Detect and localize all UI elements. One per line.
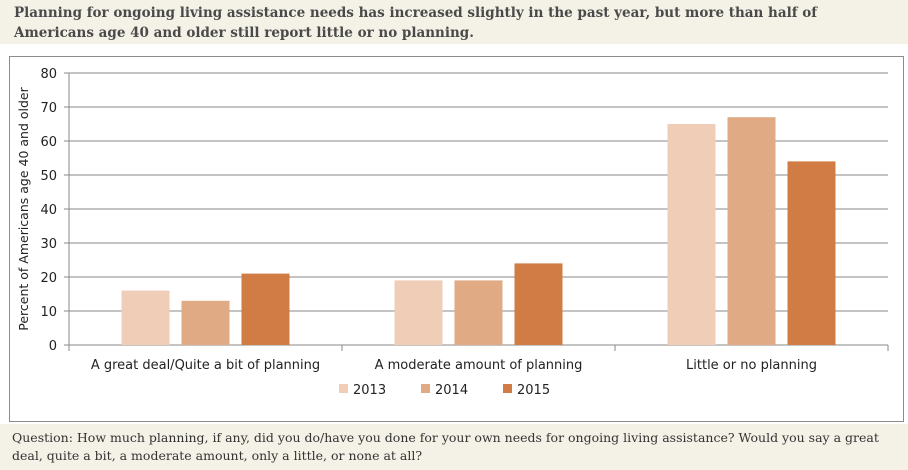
legend-label: 2014 [435,383,468,398]
legend-label: 2015 [517,383,550,398]
bar-2015 [514,263,563,345]
survey-question: Question: How much planning, if any, did… [12,430,879,463]
bar-2015 [787,161,836,345]
chart-footer: Question: How much planning, if any, did… [0,424,908,470]
bar-2013 [667,124,716,345]
x-category-label: Little or no planning [686,358,817,373]
legend-swatch [503,384,512,393]
bar-2015 [241,273,290,345]
y-tick-label: 40 [40,203,57,218]
y-tick-label: 80 [40,67,57,82]
y-tick-label: 0 [49,339,57,354]
bar-2014 [181,300,230,345]
bar-2013 [394,280,443,345]
bar-2013 [121,290,170,345]
chart-header: Planning for ongoing living assistance n… [0,0,908,44]
y-axis-title: Percent of Americans age 40 and older [16,86,31,330]
y-tick-label: 30 [40,237,57,252]
chart-headline: Planning for ongoing living assistance n… [14,5,818,41]
x-category-label: A moderate amount of planning [375,358,583,373]
legend-swatch [421,384,430,393]
y-tick-label: 60 [40,135,57,150]
y-tick-label: 10 [40,305,57,320]
bar-chart: 0 10 20 30 40 50 60 70 80 Percent of Americans ag… [16,67,889,398]
y-tick-label: 20 [40,271,57,286]
bar-2014 [454,280,503,345]
y-tick-label: 50 [40,169,57,184]
y-tick-label: 70 [40,101,57,116]
legend-swatch [339,384,348,393]
legend-label: 2013 [353,383,386,398]
x-category-label: A great deal/Quite a bit of planning [91,358,320,373]
bar-2014 [727,117,776,345]
